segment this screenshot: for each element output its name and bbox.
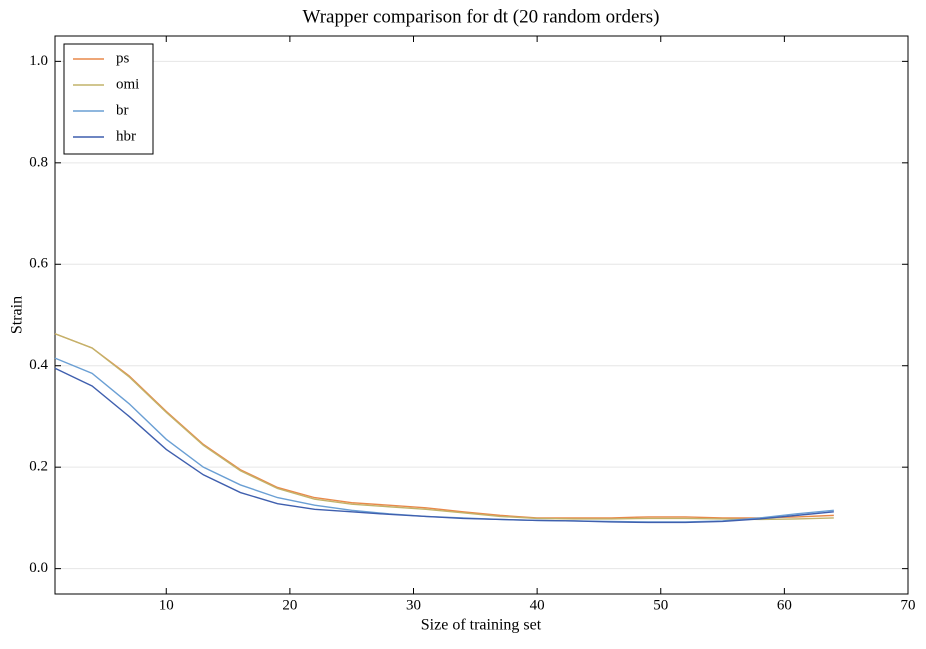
legend-label: omi [116,76,139,92]
y-tick-label: 0.6 [29,256,48,272]
x-tick-label: 30 [406,597,421,613]
x-tick-label: 70 [901,597,916,613]
x-tick-label: 20 [282,597,297,613]
x-tick-label: 50 [653,597,668,613]
y-tick-label: 0.4 [29,357,48,373]
y-tick-label: 0.8 [29,154,48,170]
plot-frame [54,35,909,595]
y-axis-label: Strain [9,296,26,334]
y-tick-label: 0.2 [29,459,48,475]
legend-label: hbr [116,128,136,144]
legend-label: ps [116,50,130,66]
line-series [54,367,834,524]
x-tick-label: 10 [159,597,174,613]
line-series [54,357,834,523]
y-tick-label: 1.0 [29,53,48,69]
line-series [54,333,834,519]
legend-box [63,43,154,155]
x-axis-label: Size of training set [421,617,542,634]
y-tick-label: 0.0 [29,560,48,576]
line-series [54,333,834,521]
x-tick-label: 60 [777,597,792,613]
x-tick-label: 40 [530,597,545,613]
legend-label: br [116,102,129,118]
chart-title: Wrapper comparison for dt (20 random ord… [303,6,660,27]
